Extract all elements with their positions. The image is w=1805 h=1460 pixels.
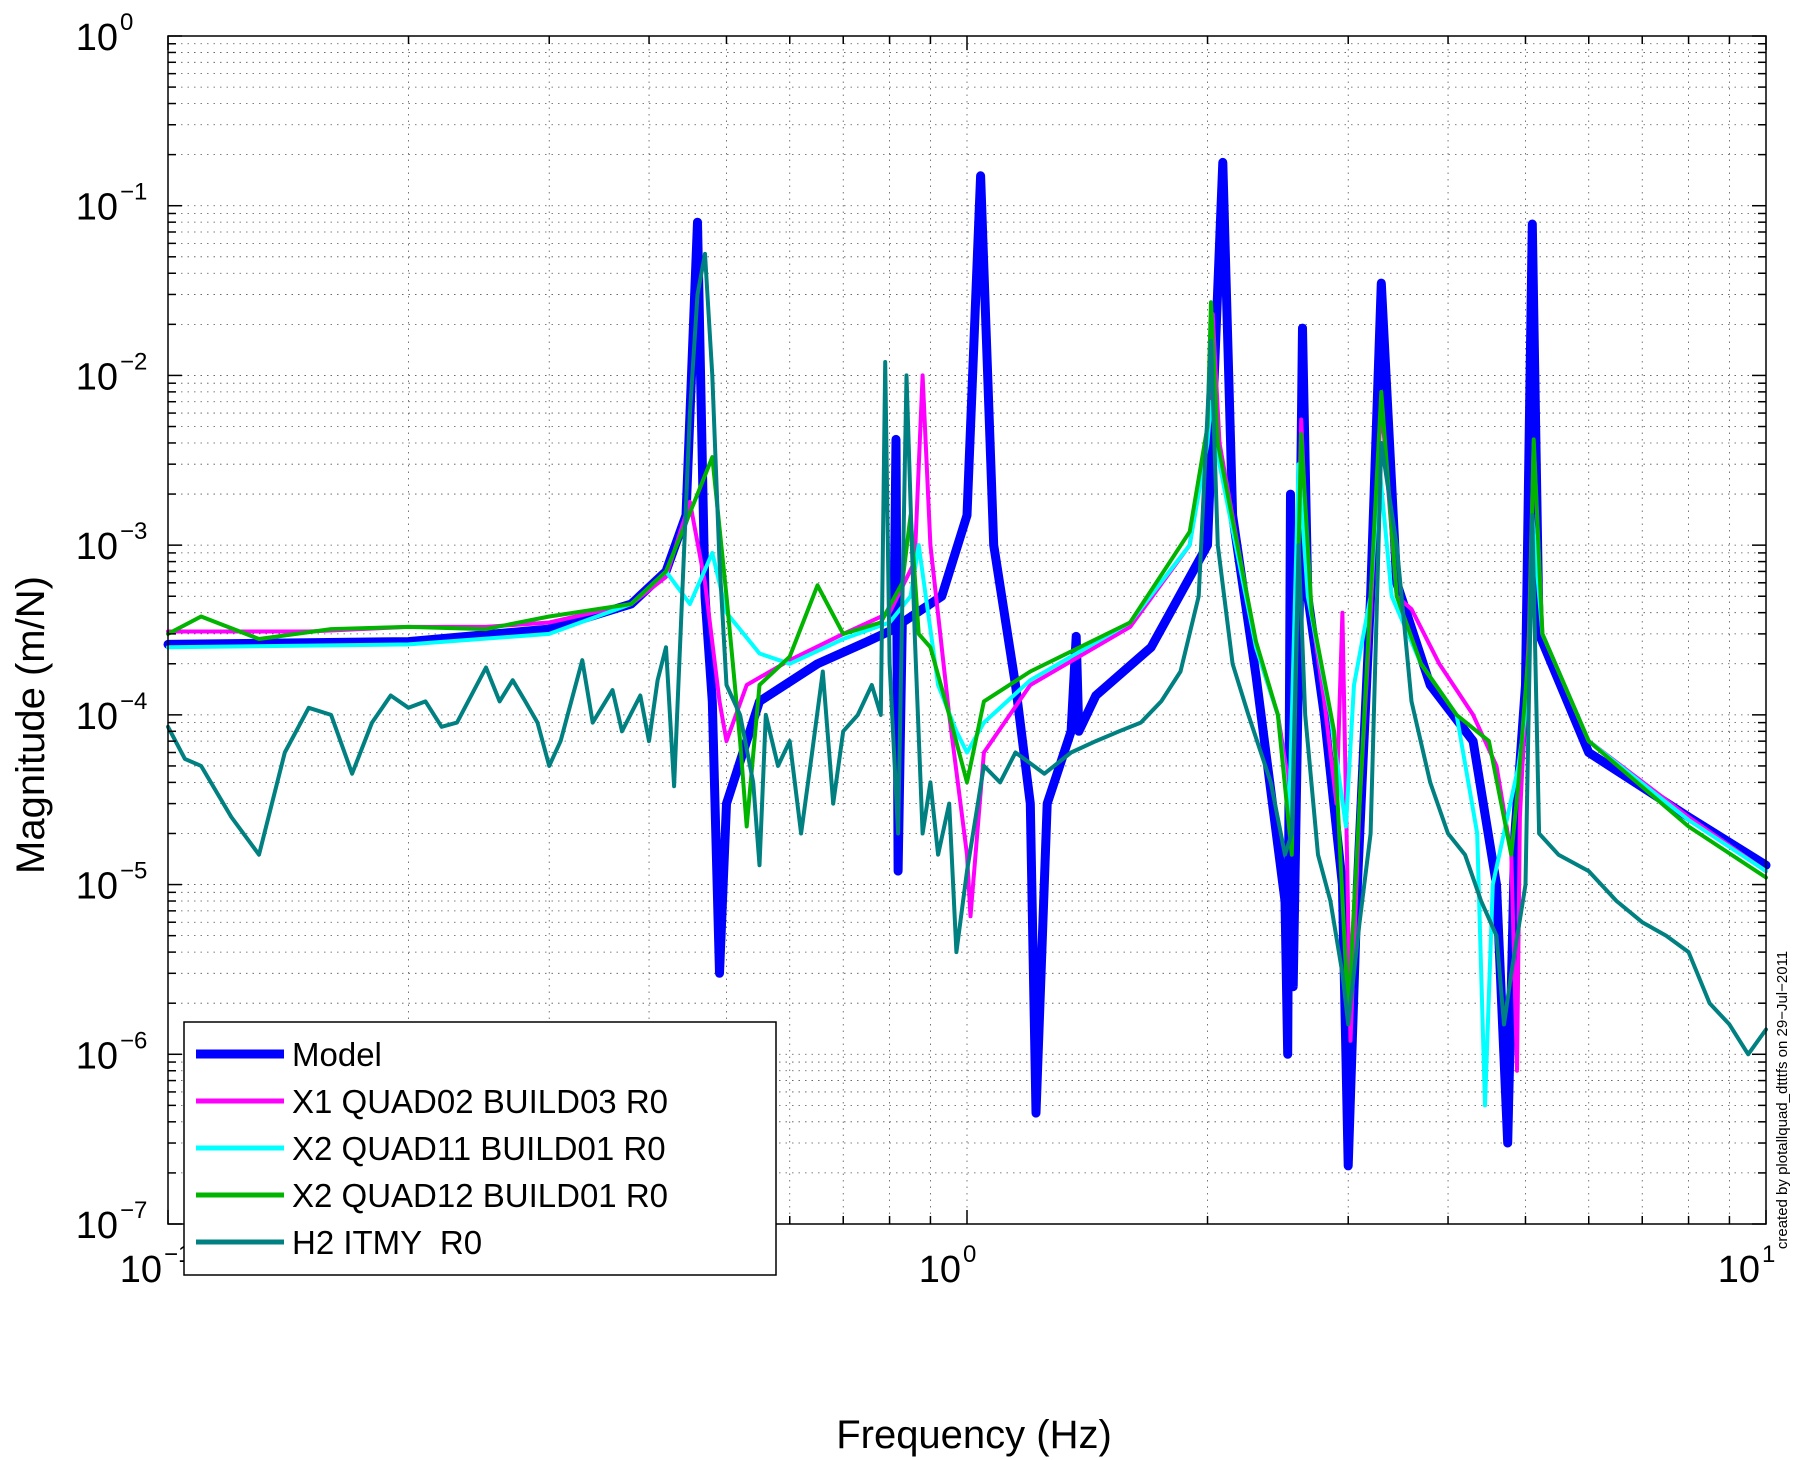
y-tick-label-exponent: −4 (120, 688, 147, 715)
x-tick-label-base: 10 (919, 1249, 961, 1291)
tick-labels: 10 −1 10 0 10 110 −710 −610 −510 −410 −310 −210 −110… (76, 9, 1776, 1291)
y-tick-label: 10 −3 (76, 518, 148, 568)
y-tick-label-exponent: −2 (120, 348, 147, 375)
x-tick-label-base: 10 (120, 1249, 162, 1291)
series-layer (163, 157, 1771, 1171)
axis-ticks (167, 35, 1767, 1225)
legend-label: X1 QUAD02 BUILD03 R0 (292, 1083, 668, 1120)
legend-label: X2 QUAD11 BUILD01 R0 (292, 1130, 666, 1167)
y-tick-label-exponent: −1 (120, 179, 147, 206)
series-line-4 (166, 300, 1768, 1018)
y-tick-label: 10 −6 (76, 1027, 148, 1077)
y-tick-label-base: 10 (76, 526, 118, 568)
y-tick-label-base: 10 (76, 1205, 118, 1247)
legend-item: H2 ITMY R0 (196, 1224, 482, 1261)
y-tick-label-exponent: −6 (120, 1027, 147, 1054)
y-tick-label: 10 −5 (76, 858, 148, 908)
credit-annotation: created by plotallquad_dtttfs on 29−Jul−… (1774, 951, 1791, 1249)
y-tick-label-exponent: −5 (120, 858, 147, 885)
series-line-3 (166, 399, 1768, 1108)
y-tick-label: 10 0 (76, 9, 134, 59)
y-tick-label-base: 10 (76, 866, 118, 908)
y-tick-label: 10 −1 (76, 179, 148, 229)
x-tick-label-exponent: 1 (1762, 1241, 1775, 1268)
x-axis-title: Frequency (Hz) (836, 1413, 1112, 1457)
y-tick-label-base: 10 (76, 17, 118, 59)
x-tick-label-base: 10 (1718, 1249, 1760, 1291)
y-tick-label: 10 −4 (76, 688, 148, 738)
x-tick-label: 10 1 (1718, 1241, 1776, 1291)
x-tick-label: 10 0 (919, 1241, 977, 1291)
y-tick-label-base: 10 (76, 187, 118, 229)
legend-label: Model (292, 1036, 382, 1073)
y-tick-label: 10 −2 (76, 348, 148, 398)
x-tick-label-exponent: 0 (963, 1241, 976, 1268)
y-tick-label-base: 10 (76, 1035, 118, 1077)
legend-item: X1 QUAD02 BUILD03 R0 (196, 1083, 668, 1120)
y-tick-label-exponent: −3 (120, 518, 147, 545)
y-tick-label: 10 −7 (76, 1197, 148, 1247)
legend-item: X2 QUAD12 BUILD01 R0 (196, 1177, 668, 1214)
legend-item: X2 QUAD11 BUILD01 R0 (196, 1130, 666, 1167)
y-tick-label-base: 10 (76, 696, 118, 738)
y-tick-label-base: 10 (76, 356, 118, 398)
legend-item: Model (196, 1036, 382, 1073)
legend-label: X2 QUAD12 BUILD01 R0 (292, 1177, 668, 1214)
legend-label: H2 ITMY R0 (292, 1224, 482, 1261)
series-line-1 (163, 157, 1771, 1171)
series-line-5 (166, 251, 1768, 1057)
y-tick-label-exponent: 0 (120, 9, 133, 36)
y-tick-label-exponent: −7 (120, 1197, 147, 1224)
y-axis-title: Magnitude (m/N) (9, 576, 53, 874)
legend: Model X1 QUAD02 BUILD03 R0 X2 QUAD11 BUILD… (183, 1021, 777, 1276)
